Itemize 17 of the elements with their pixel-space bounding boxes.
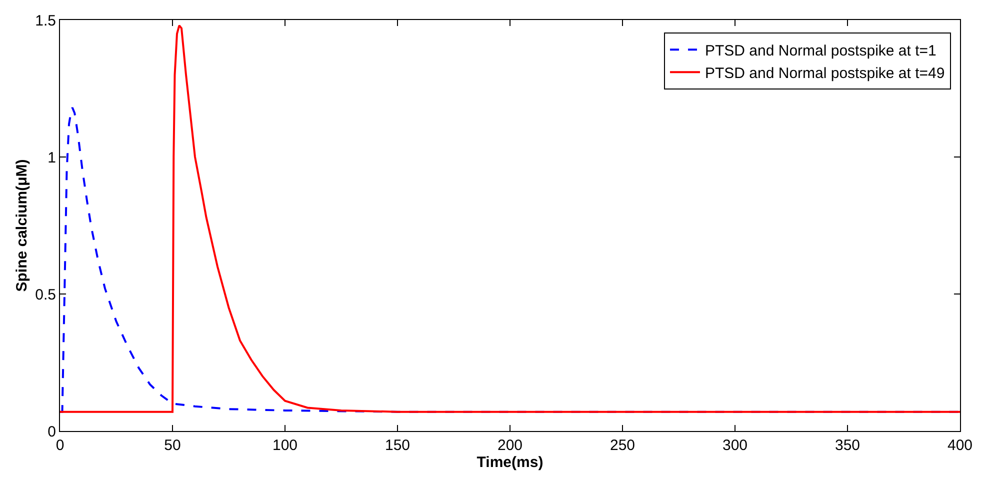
x-tick-label: 400 xyxy=(947,437,973,454)
x-tick-label: 150 xyxy=(384,437,410,454)
x-tick-label: 100 xyxy=(272,437,298,454)
x-tick-label: 300 xyxy=(722,437,748,454)
line-series xyxy=(60,24,960,413)
x-tick-label: 350 xyxy=(834,437,860,454)
y-tick-label: 1 xyxy=(48,149,56,166)
y-tick-label: 0 xyxy=(48,423,56,440)
legend-label: PTSD and Normal postspike at t=49 xyxy=(705,64,945,82)
x-tick-label: 50 xyxy=(164,437,181,454)
y-axis-title: Spine calcium(μM) xyxy=(13,159,30,292)
x-tick-label: 250 xyxy=(610,437,636,454)
y-tick-label: 1.5 xyxy=(35,12,56,30)
y-tick-label: 0.5 xyxy=(35,286,56,304)
x-axis-title: Time(ms) xyxy=(476,454,544,471)
legend-label: PTSD and Normal postspike at t=1 xyxy=(705,42,936,60)
x-tick-label: 200 xyxy=(497,437,523,454)
